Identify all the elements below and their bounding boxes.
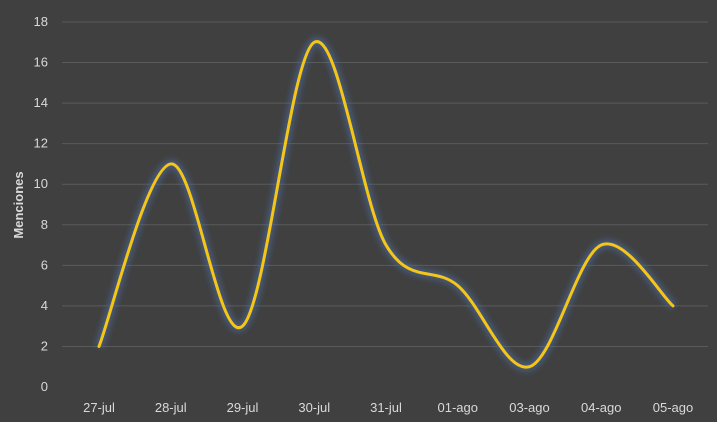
series-layer — [94, 37, 677, 372]
y-tick-label: 0 — [41, 379, 48, 394]
y-tick-label: 8 — [41, 217, 48, 232]
x-tick-label: 31-jul — [370, 400, 402, 415]
x-tick-label: 04-ago — [581, 400, 621, 415]
series-line-glow — [94, 37, 677, 372]
y-tick-label: 18 — [34, 14, 48, 29]
data-point — [456, 284, 459, 287]
y-tick-label: 14 — [34, 95, 48, 110]
data-point — [241, 325, 244, 328]
y-axis-label: Menciones — [11, 171, 26, 238]
data-point — [385, 244, 388, 247]
x-tick-label: 30-jul — [298, 400, 330, 415]
x-tick-label: 05-ago — [653, 400, 693, 415]
y-tick-label: 16 — [34, 55, 48, 70]
series-line — [97, 40, 675, 369]
data-point — [313, 41, 316, 44]
data-point — [672, 304, 675, 307]
data-point — [98, 345, 101, 348]
y-tick-label: 12 — [34, 136, 48, 151]
x-tick-label: 29-jul — [227, 400, 259, 415]
grid-lines — [62, 21, 708, 347]
data-point — [600, 244, 603, 247]
x-tick-label: 01-ago — [438, 400, 478, 415]
x-axis-ticks: 27-jul 28-jul 29-jul 30-jul 31-jul 01-ago 03-a… — [83, 400, 693, 415]
data-point — [528, 365, 531, 368]
x-tick-label: 27-jul — [83, 400, 115, 415]
y-tick-label: 2 — [41, 338, 48, 353]
x-tick-label: 03-ago — [509, 400, 549, 415]
data-point — [169, 162, 172, 165]
y-tick-label: 4 — [41, 298, 48, 313]
x-tick-label: 28-jul — [155, 400, 187, 415]
y-tick-label: 10 — [34, 176, 48, 191]
y-axis-ticks: 0 2 4 6 8 10 12 14 16 18 — [34, 14, 48, 394]
y-tick-label: 6 — [41, 257, 48, 272]
